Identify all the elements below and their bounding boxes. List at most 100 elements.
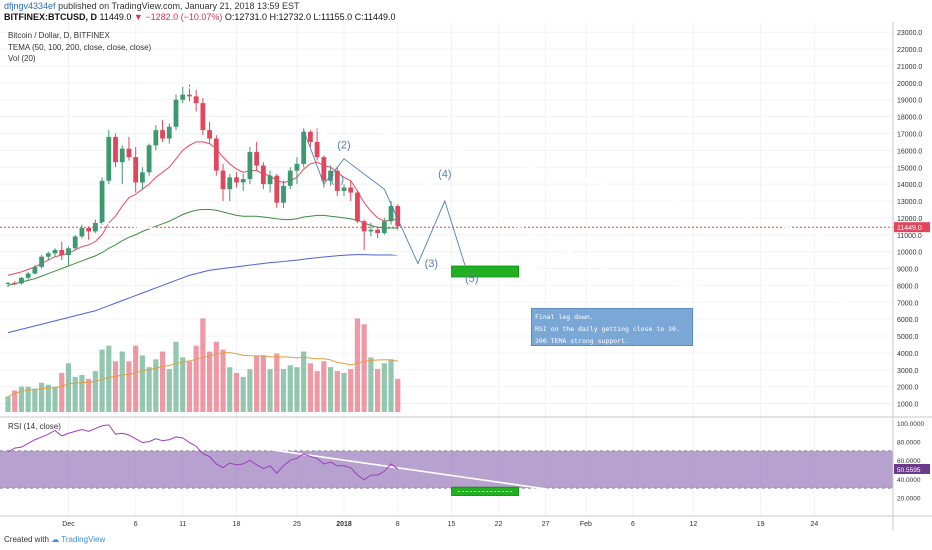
candle-body — [173, 99, 179, 127]
footer-created: Created with — [4, 535, 49, 544]
volume-bar — [227, 367, 233, 412]
tema100-line — [7, 208, 398, 286]
candle-body — [66, 248, 71, 256]
rsi-tick-label: 100.0000 — [897, 421, 924, 428]
candle-body — [187, 94, 192, 97]
main-title: Bitcoin / Dollar, D, BITFINEX — [8, 31, 110, 40]
tema200-line — [7, 254, 398, 334]
rsi-tick-label: 60.0000 — [897, 458, 921, 465]
wave-label: (2) — [337, 140, 350, 152]
volume-bar — [18, 386, 25, 412]
tema-legend[interactable]: TEMA (50, 100, 200, close, close, close) — [8, 43, 152, 52]
volume-bar — [354, 318, 361, 412]
volume-bar — [254, 355, 260, 412]
volume-bar — [72, 376, 78, 412]
candle-body — [368, 229, 374, 232]
candle-body — [348, 187, 354, 193]
volume-bar — [193, 345, 199, 412]
annotation-box[interactable]: Final leg down. RSI on the daily getting… — [531, 308, 693, 346]
rsi-target-zone — [451, 486, 520, 496]
candle-body — [334, 170, 340, 191]
time-tick-label: 27 — [542, 521, 550, 528]
volume-bar — [260, 355, 266, 412]
publish-line: dfjngv4334ef published on TradingView.co… — [4, 1, 300, 11]
tema-lines — [7, 141, 398, 334]
annotation-line-1: Final leg down. — [535, 313, 594, 321]
time-tick-label: 22 — [495, 521, 503, 528]
volume-bar — [65, 363, 72, 412]
volume-bar — [213, 341, 219, 412]
candle-body — [153, 130, 159, 146]
volume-bar — [186, 361, 193, 412]
volume-bar — [327, 367, 334, 412]
volume-legend[interactable]: Vol (20) — [8, 54, 36, 63]
price-tick-label: 18000.0 — [897, 115, 922, 122]
price-tick-label: 17000.0 — [897, 131, 922, 138]
wave-label: (4) — [438, 168, 451, 180]
annotation-line-3: 200 TEMA strong support. — [535, 337, 629, 345]
candle-body — [133, 157, 139, 183]
time-tick-label: Dec — [62, 521, 75, 528]
candle-body — [341, 187, 347, 191]
axes: 1000.0 2000.0 3000.0 4000.0 5000.0 6000.0 7000… — [62, 30, 930, 528]
volume-bar — [274, 353, 280, 412]
candle-body — [193, 96, 199, 104]
time-tick-label: 2018 — [336, 521, 352, 528]
candle-body — [113, 136, 118, 163]
volume-bar — [334, 371, 340, 412]
volume-bar — [45, 384, 51, 412]
volume-bar — [375, 369, 381, 412]
volume-bar — [126, 361, 132, 412]
rsi-last-tag-label: 50.5595 — [897, 467, 921, 474]
volume-bar — [280, 369, 287, 412]
volume-bar — [207, 351, 213, 412]
candle-body — [395, 206, 401, 227]
last-price-tag — [894, 222, 930, 233]
candle-body — [254, 152, 260, 166]
volume-bar — [133, 345, 139, 412]
time-tick-label: 6 — [134, 521, 138, 528]
ohlc-values: O:12731.0 H:12732.0 L:11155.0 C:11449.0 — [224, 12, 396, 22]
candle-body — [126, 148, 132, 158]
candle-body — [388, 206, 394, 222]
rsi-tick-label: 40.0000 — [897, 477, 921, 484]
candle-body — [308, 131, 313, 142]
candle-body — [287, 170, 293, 186]
volume-bar — [314, 371, 320, 412]
candle-body — [166, 126, 172, 139]
candle-body — [25, 273, 31, 278]
candle-body — [19, 277, 24, 284]
volume-bar — [159, 351, 166, 412]
trendline — [101, 222, 849, 304]
volume-bar — [395, 378, 401, 412]
candle-body — [140, 172, 145, 183]
symbol-line: BITFINEX:BTCUSD, D 11449.0 ▼ −1282.0 (−1… — [4, 12, 396, 22]
price-tick-label: 13000.0 — [897, 199, 922, 206]
candle-body — [281, 185, 286, 203]
candle-body — [52, 249, 58, 254]
volume-bar — [99, 349, 105, 412]
price-tick-label: 12000.0 — [897, 216, 922, 223]
candle-body — [234, 177, 239, 183]
price-tick-label: 11000.0 — [897, 233, 922, 240]
volume-bar — [233, 373, 240, 412]
volume-bar — [119, 351, 125, 412]
candle-body — [240, 179, 246, 183]
rsi-trendline — [115, 426, 587, 496]
author-link[interactable]: dfjngv4334ef — [4, 1, 56, 11]
volume-bar — [287, 365, 293, 412]
trendline — [175, 83, 849, 243]
price-tick-label: 16000.0 — [897, 148, 922, 155]
volume-bar — [52, 386, 58, 412]
footer-brand[interactable]: TradingView — [61, 535, 106, 544]
rsi-legend[interactable]: RSI (14, close) — [8, 422, 61, 431]
candle-body — [32, 266, 38, 274]
volume-bar — [307, 363, 313, 412]
price-tick-label: 23000.0 — [897, 30, 922, 37]
volume-bar — [92, 371, 98, 412]
trendline — [316, 129, 634, 283]
candle-body — [213, 138, 219, 171]
volume-bar — [381, 363, 387, 412]
overlay-drawings: (1) (2) (3) (4) (5) — [0, 83, 893, 496]
candle-body — [12, 282, 18, 284]
